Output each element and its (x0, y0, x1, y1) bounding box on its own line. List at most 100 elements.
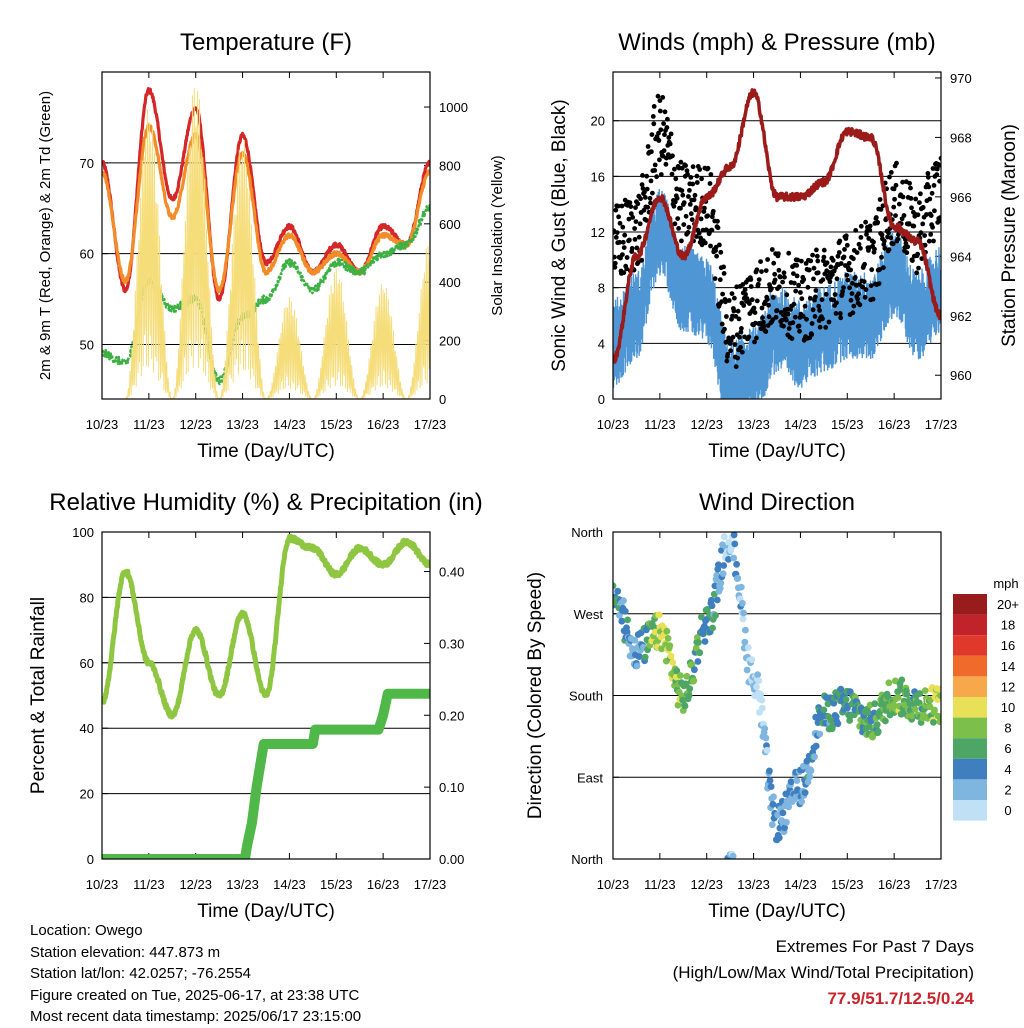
winds-gust-point (879, 254, 884, 260)
winds-gust-point (770, 317, 776, 323)
station-elevation: Station elevation: 447.873 m (30, 943, 221, 961)
direction-x-tick-label: 12/23 (690, 877, 723, 892)
winds-gust-point (640, 173, 645, 178)
winds-gust-point (913, 196, 919, 202)
winds-gust-point (754, 267, 760, 273)
direction-direction-point (748, 656, 756, 664)
winds-gust-point (798, 290, 803, 295)
winds-gust-point (797, 328, 802, 334)
winds-gust-point (723, 299, 728, 305)
winds-panel: Winds (mph) & Pressure (mb) Time (Day/UTC… (549, 29, 1020, 462)
direction-direction-point (781, 824, 788, 832)
direction-y-tick-label: West (574, 607, 604, 622)
winds-gust-point (937, 178, 941, 184)
winds-gust-point (809, 332, 815, 337)
direction-direction-point (631, 636, 639, 644)
winds-gust-point (909, 205, 914, 211)
winds-gust-point (774, 308, 780, 313)
winds-gust-point (890, 241, 896, 247)
direction-direction-point (793, 777, 801, 784)
winds-gust-point (838, 315, 844, 321)
direction-direction-point (824, 700, 832, 708)
speed-legend-swatch (953, 697, 987, 718)
winds-gust-point (686, 224, 692, 230)
winds-gust-point (638, 196, 643, 202)
winds-gust-point (871, 239, 876, 245)
winds-gust-point (617, 239, 622, 245)
winds-gust-point (847, 285, 852, 291)
winds-gust-point (820, 277, 826, 283)
winds-gust-point (616, 214, 621, 220)
direction-direction-point (715, 561, 722, 569)
winds-gust-point (932, 208, 937, 214)
direction-direction-point (837, 685, 845, 693)
winds-gust-point (613, 207, 619, 213)
winds-gust-point (621, 270, 627, 276)
winds-gust-point (910, 258, 915, 263)
direction-direction-point (829, 722, 836, 730)
winds-gust-point (709, 227, 715, 233)
winds-gust-point (671, 203, 677, 209)
winds-gust-point (837, 238, 843, 244)
winds-gust-point (845, 277, 851, 283)
winds-gust-point (748, 284, 754, 289)
speed-legend-title: mph (993, 576, 1018, 591)
winds-series-gust (613, 93, 941, 370)
winds-gust-point (769, 247, 775, 252)
direction-direction-point (921, 687, 929, 694)
speed-legend-swatch (953, 758, 987, 780)
winds-gust-point (624, 266, 629, 272)
winds-gust-point (872, 246, 877, 252)
winds-gust-point (698, 216, 704, 222)
winds-gust-point (717, 277, 723, 283)
winds-gust-point (632, 226, 637, 231)
winds-gust-point (751, 305, 757, 311)
direction-direction-point (709, 624, 716, 632)
direction-direction-point (666, 642, 674, 650)
winds-gust-point (882, 245, 888, 251)
direction-direction-point (931, 706, 938, 714)
winds-gust-point (811, 276, 816, 282)
humidity-y2-tick-label: 0.40 (439, 565, 464, 580)
winds-gust-point (799, 258, 804, 264)
winds-gust-point (793, 288, 799, 294)
winds-gust-point (808, 258, 814, 264)
winds-gust-point (881, 238, 887, 244)
winds-gust-point (834, 300, 839, 306)
direction-direction-point (614, 587, 622, 595)
winds-gust-point (649, 149, 654, 155)
direction-direction-point (898, 676, 906, 684)
humidity-x-tick-label: 11/23 (133, 877, 165, 892)
winds-gust-point (800, 313, 806, 319)
direction-direction-point (812, 742, 820, 750)
winds-gust-point (918, 191, 923, 197)
winds-gust-point (781, 323, 786, 329)
extremes-values: 77.9/51.7/12.5/0.24 (827, 989, 974, 1008)
winds-gust-point (678, 205, 683, 211)
winds-gust-point (680, 192, 686, 198)
winds-gust-point (627, 200, 633, 206)
direction-direction-point (926, 703, 934, 711)
winds-gust-point (747, 301, 752, 306)
winds-gust-point (879, 232, 885, 238)
direction-direction-point (811, 753, 818, 761)
winds-x-tick-label: 15/23 (831, 417, 864, 432)
winds-gust-point (792, 314, 798, 320)
humidity-x-tick-label: 10/23 (86, 877, 119, 892)
winds-gust-point (650, 190, 655, 196)
winds-x-tick-label: 16/23 (878, 417, 911, 432)
winds-gust-point (906, 221, 912, 227)
winds-gust-point (657, 108, 663, 114)
direction-direction-point (806, 773, 814, 781)
humidity-x-tick-label: 16/23 (367, 877, 400, 892)
winds-gust-point (811, 265, 817, 271)
winds-gust-point (683, 213, 689, 219)
direction-direction-point (673, 667, 681, 675)
winds-gust-point (718, 249, 724, 255)
winds-gust-point (642, 189, 647, 195)
humidity-x-axis-label: Time (Day/UTC) (197, 901, 335, 922)
winds-gust-point (896, 201, 902, 207)
winds-gust-point (827, 279, 833, 285)
winds-y2-tick-label: 966 (950, 190, 972, 205)
winds-gust-point (934, 166, 940, 172)
